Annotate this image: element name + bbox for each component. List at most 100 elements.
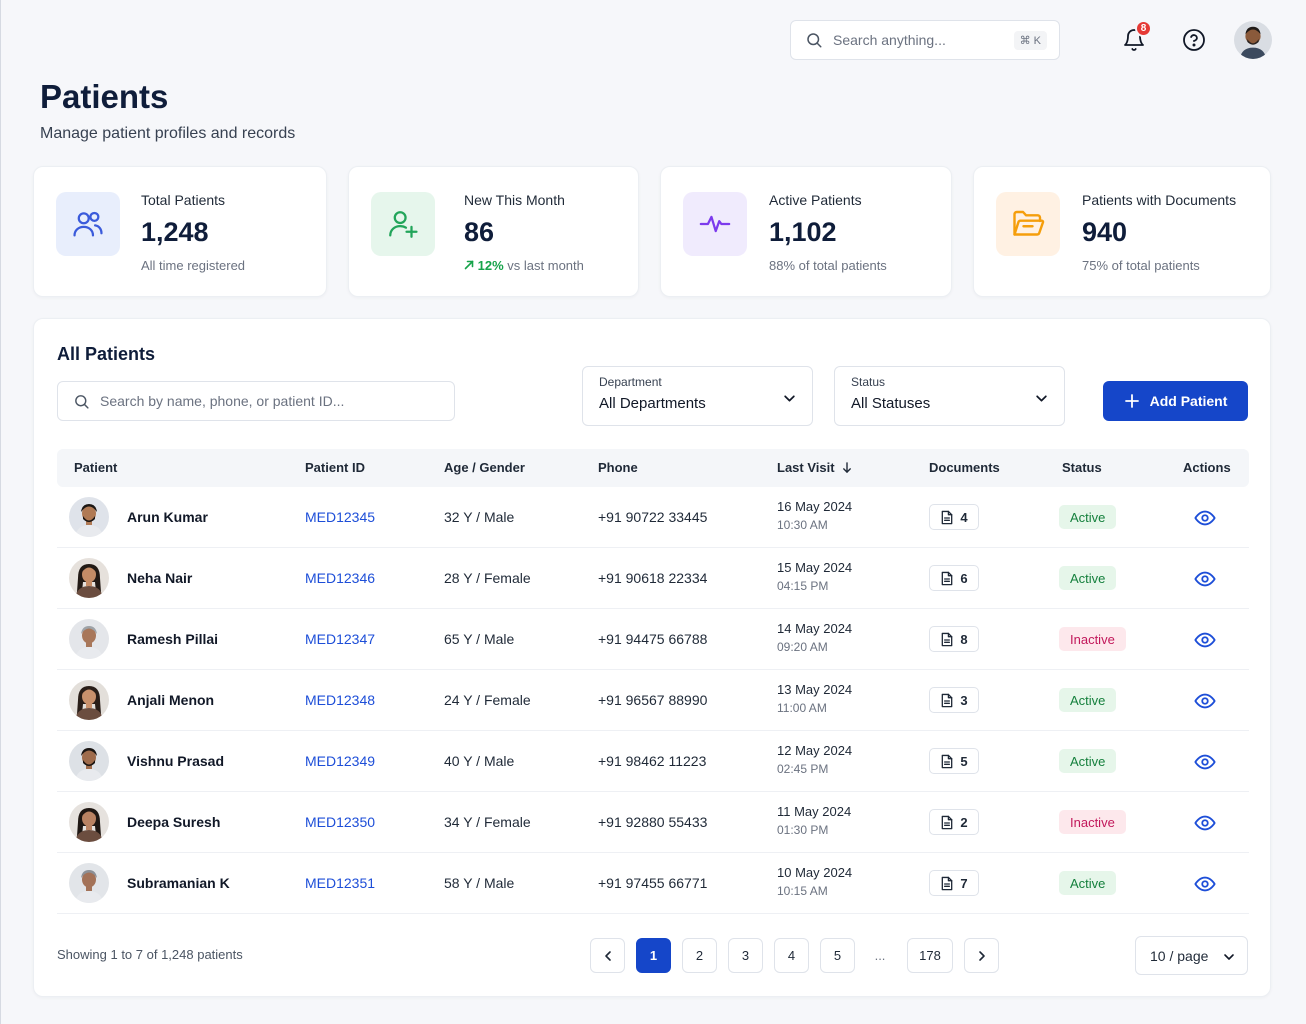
window-edge [0, 0, 1, 1024]
column-header-actions: Actions [1183, 460, 1231, 475]
global-search-input[interactable]: Search anything... ⌘ K [790, 20, 1060, 60]
documents-count: 3 [960, 692, 968, 708]
documents-count-button[interactable]: 7 [929, 870, 979, 896]
column-header-patient[interactable]: Patient [74, 460, 118, 475]
page-button[interactable]: 3 [728, 938, 763, 973]
patient-age-gender: 65 Y / Male [444, 631, 515, 647]
view-patient-button[interactable] [1194, 690, 1216, 717]
last-visit-time: 10:15 AM [777, 884, 828, 898]
help-button[interactable] [1174, 20, 1214, 60]
plus-icon [1124, 394, 1139, 408]
stat-trend: 12% vs last month [464, 258, 584, 273]
documents-count: 4 [960, 509, 968, 525]
pagination-summary: Showing 1 to 7 of 1,248 patients [57, 947, 243, 962]
view-patient-button[interactable] [1194, 873, 1216, 900]
documents-count-button[interactable]: 5 [929, 748, 979, 774]
patient-id-link[interactable]: MED12351 [305, 875, 376, 891]
department-filter-select[interactable]: Department All Departments [582, 366, 813, 426]
patient-name[interactable]: Anjali Menon [127, 692, 215, 708]
status-filter-value: All Statuses [851, 395, 931, 412]
file-text-icon [942, 815, 953, 829]
notifications-button[interactable]: 8 [1114, 20, 1154, 60]
last-visit-date: 12 May 2024 [777, 743, 853, 758]
view-patient-button[interactable] [1194, 751, 1216, 778]
table-row[interactable]: Neha Nair MED12346 28 Y / Female +91 90618 … [57, 548, 1249, 609]
patient-age-gender: 40 Y / Male [444, 753, 515, 769]
add-patient-button[interactable]: Add Patient [1103, 381, 1248, 421]
stat-value: 86 [464, 217, 495, 247]
activity-icon [699, 215, 731, 233]
documents-count-button[interactable]: 3 [929, 687, 979, 713]
page-button[interactable]: 2 [682, 938, 717, 973]
last-visit: 15 May 2024 04:15 PM [777, 560, 852, 593]
page-size-select[interactable]: 10 / page [1135, 936, 1248, 975]
stat-note: All time registered [141, 258, 246, 273]
stat-trend-value: 12% [477, 258, 504, 273]
column-header-last-visit[interactable]: Last Visit [777, 460, 852, 475]
table-body: Arun Kumar MED12345 32 Y / Male +91 90722 3… [57, 487, 1249, 914]
file-text-icon [942, 754, 953, 768]
patient-name[interactable]: Ramesh Pillai [127, 631, 219, 647]
user-avatar[interactable] [1234, 21, 1272, 59]
table-row[interactable]: Ramesh Pillai MED12347 65 Y / Male +91 9447… [57, 609, 1249, 670]
documents-count: 2 [960, 814, 968, 830]
stat-note: 88% of total patients [769, 258, 887, 273]
column-header-status[interactable]: Status [1062, 460, 1102, 475]
page-button[interactable]: 5 [820, 938, 855, 973]
patient-id-link[interactable]: MED12346 [305, 570, 376, 586]
table-row[interactable]: Subramanian K MED12351 58 Y / Male +91 9745… [57, 853, 1249, 914]
column-header-age-gender[interactable]: Age / Gender [444, 460, 525, 475]
column-header-documents[interactable]: Documents [929, 460, 1000, 475]
table-row[interactable]: Deepa Suresh MED12350 34 Y / Female +91 928… [57, 792, 1249, 853]
patient-id-link[interactable]: MED12349 [305, 753, 376, 769]
patient-id-link[interactable]: MED12348 [305, 692, 376, 708]
patient-id-link[interactable]: MED12345 [305, 509, 376, 525]
chevron-down-icon [1036, 395, 1047, 402]
patient-age-gender: 24 Y / Female [444, 692, 531, 708]
stat-value: 940 [1082, 217, 1128, 247]
stat-icon-box [996, 192, 1060, 256]
view-patient-button[interactable] [1194, 568, 1216, 595]
previous-page-button[interactable] [590, 938, 625, 973]
column-header-phone[interactable]: Phone [598, 460, 638, 475]
view-patient-button[interactable] [1194, 507, 1216, 534]
last-visit-date: 14 May 2024 [777, 621, 853, 636]
stat-label: Active Patients [769, 192, 862, 208]
table-row[interactable]: Anjali Menon MED12348 24 Y / Female +91 965… [57, 670, 1249, 731]
page-button[interactable]: 178 [907, 938, 953, 973]
patient-id-link[interactable]: MED12347 [305, 631, 376, 647]
patient-name[interactable]: Neha Nair [127, 570, 193, 586]
patient-avatar [69, 741, 109, 781]
column-header-patient-id[interactable]: Patient ID [305, 460, 365, 475]
patient-id-link[interactable]: MED12350 [305, 814, 376, 830]
file-text-icon [942, 632, 953, 646]
last-visit: 14 May 2024 09:20 AM [777, 621, 852, 654]
patient-avatar [69, 863, 109, 903]
eye-icon [1194, 693, 1216, 709]
department-filter-label: Department [599, 375, 662, 389]
documents-count-button[interactable]: 2 [929, 809, 979, 835]
page-button[interactable]: 4 [774, 938, 809, 973]
table-row[interactable]: Arun Kumar MED12345 32 Y / Male +91 90722 3… [57, 487, 1249, 548]
page-button[interactable]: 1 [636, 938, 671, 973]
documents-count-button[interactable]: 8 [929, 626, 979, 652]
patient-name[interactable]: Deepa Suresh [127, 814, 221, 830]
last-visit-time: 04:15 PM [777, 579, 829, 593]
last-visit-time: 11:00 AM [777, 701, 827, 715]
view-patient-button[interactable] [1194, 629, 1216, 656]
patient-age-gender: 58 Y / Male [444, 875, 515, 891]
view-patient-button[interactable] [1194, 812, 1216, 839]
stat-note: 75% of total patients [1082, 258, 1200, 273]
documents-count-button[interactable]: 6 [929, 565, 979, 591]
documents-count: 5 [960, 753, 968, 769]
page-subtitle: Manage patient profiles and records [40, 125, 296, 142]
status-filter-select[interactable]: Status All Statuses [834, 366, 1065, 426]
patient-search-input[interactable]: Search by name, phone, or patient ID... [57, 381, 455, 421]
next-page-button[interactable] [964, 938, 999, 973]
patient-name[interactable]: Subramanian K [127, 875, 230, 891]
patient-name[interactable]: Vishnu Prasad [127, 753, 225, 769]
patient-name[interactable]: Arun Kumar [127, 509, 208, 525]
stat-note: vs last month [507, 258, 584, 273]
table-row[interactable]: Vishnu Prasad MED12349 40 Y / Male +91 9846… [57, 731, 1249, 792]
documents-count-button[interactable]: 4 [929, 504, 979, 530]
